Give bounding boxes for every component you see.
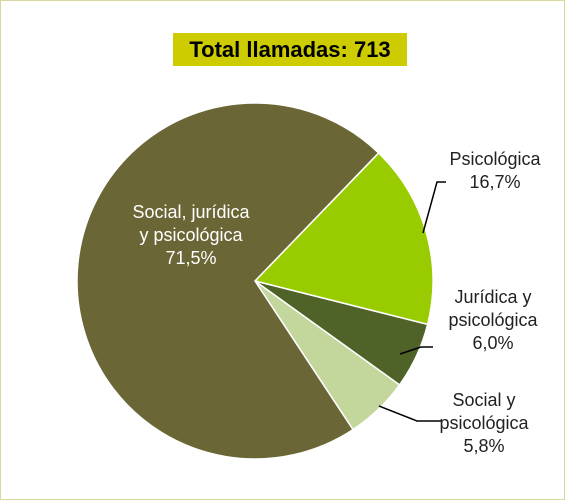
value-label: 6,0%	[472, 333, 514, 353]
pie-slice	[253, 151, 434, 326]
data-label: Jurídica y psicológica 6,0%	[431, 286, 555, 355]
data-label: Psicológica 16,7%	[433, 148, 557, 194]
category-label: Psicológica	[449, 149, 541, 169]
value-label: 5,8%	[463, 436, 505, 456]
category-label: Social, jurídica y psicológica	[132, 202, 250, 245]
leader-line	[399, 346, 433, 355]
category-label: Social y psicológica	[439, 390, 529, 433]
leader-line	[378, 405, 441, 422]
data-label: Social y psicológica 5,8%	[422, 389, 546, 458]
data-label: Social, jurídica y psicológica 71,5%	[129, 201, 253, 270]
value-label: 71,5%	[165, 248, 217, 268]
pie-slice	[76, 102, 380, 460]
leader-line	[422, 181, 446, 234]
chart-title: Total llamadas: 713	[173, 33, 407, 66]
value-label: 16,7%	[469, 172, 521, 192]
category-label: Jurídica y psicológica	[448, 287, 538, 330]
